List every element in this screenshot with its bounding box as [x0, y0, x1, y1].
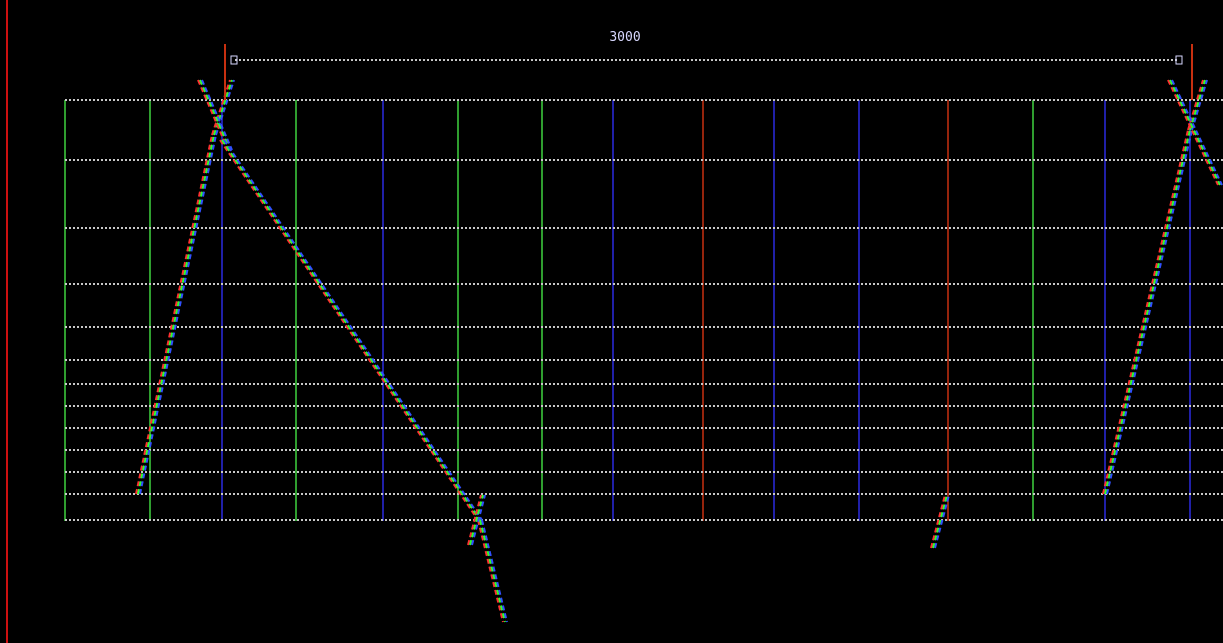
diagonal-trace — [930, 494, 950, 549]
diagonal-trace — [467, 494, 486, 546]
trace-fringe — [219, 139, 479, 521]
trace-fringe — [1104, 129, 1191, 495]
span-arrow-left — [230, 55, 238, 65]
trace-fringe — [221, 139, 481, 521]
span-label: 3000 — [609, 30, 641, 45]
left-border — [6, 0, 8, 643]
diagonal-trace — [135, 134, 217, 495]
trace-fringe — [1169, 79, 1221, 186]
trace-fringe — [223, 139, 483, 521]
trace-fringe — [139, 134, 217, 495]
trace-fringe — [477, 519, 504, 623]
trace-fringe — [1102, 129, 1189, 495]
span-markers — [224, 44, 1193, 100]
trace-fringe — [1106, 129, 1193, 495]
trace-fringe — [471, 494, 486, 546]
trace-fringe — [137, 134, 215, 495]
trace-fringe — [479, 519, 506, 623]
diagonal-trace — [477, 519, 508, 623]
trace-fringe — [211, 79, 231, 136]
span-arrow-right — [1175, 55, 1183, 65]
vertical-gridlines — [64, 100, 1191, 521]
trace-fringe — [934, 494, 950, 549]
horizontal-dotted-lines — [65, 99, 1223, 521]
diagonal-trace — [197, 79, 233, 151]
trace-fringe — [199, 79, 231, 151]
trace-fringe — [469, 494, 484, 546]
trace-fringe — [932, 494, 948, 549]
trace-fringe — [1187, 79, 1204, 131]
trace-fringe — [135, 134, 213, 495]
trace-fringe — [201, 79, 233, 151]
diagonal-trace — [1187, 79, 1208, 131]
trace-fringe — [467, 494, 482, 546]
diagonal-traces — [135, 79, 1223, 623]
trace-fringe — [1189, 79, 1206, 131]
trace-fringe — [1191, 79, 1208, 131]
diagonal-trace — [1102, 129, 1193, 495]
trace-fringe — [1167, 79, 1219, 186]
diagonal-trace — [1167, 79, 1223, 186]
trace-fringe — [481, 519, 508, 623]
trace-fringe — [197, 79, 229, 151]
trace-fringe — [930, 494, 946, 549]
trace-fringe — [1171, 79, 1223, 186]
diagonal-trace — [219, 139, 483, 521]
